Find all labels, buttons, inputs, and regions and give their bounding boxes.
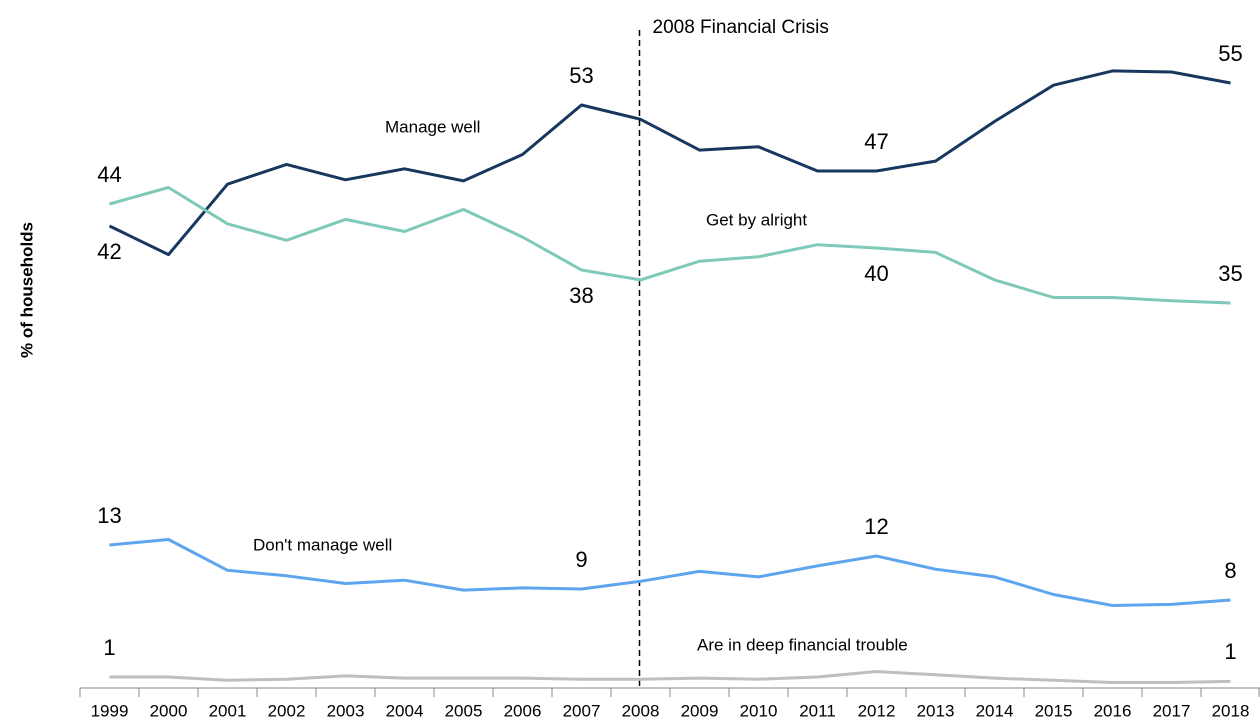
x-tick-label: 2016: [1094, 701, 1132, 720]
x-tick-label: 2017: [1153, 701, 1191, 720]
line-series: [109, 186, 1231, 305]
x-tick-label: 2002: [268, 701, 306, 720]
x-tick-label: 2012: [858, 701, 896, 720]
x-tick-label: 2018: [1212, 701, 1250, 720]
series-label: Are in deep financial trouble: [697, 635, 908, 654]
data-label: 1: [1224, 639, 1236, 664]
data-label: 12: [864, 514, 888, 539]
line-series: [108, 69, 1231, 257]
data-label: 42: [97, 239, 121, 264]
x-tick-label: 2009: [681, 701, 719, 720]
x-tick-label: 2014: [976, 701, 1014, 720]
x-tick-label: 2006: [504, 701, 542, 720]
data-label: 47: [864, 129, 888, 154]
data-label: 8: [1224, 558, 1236, 583]
data-label: 1: [103, 635, 115, 660]
x-tick-label: 2013: [917, 701, 955, 720]
x-tick-label: 2001: [209, 701, 247, 720]
series-label: Manage well: [385, 117, 480, 136]
series-label: Don't manage well: [253, 535, 392, 554]
data-label: 44: [97, 162, 121, 187]
line-series: [109, 538, 1231, 607]
x-tick-label: 2000: [150, 701, 188, 720]
x-tick-label: 2007: [563, 701, 601, 720]
series-label: Get by alright: [706, 210, 807, 229]
line-series: [109, 670, 1231, 684]
annotation-label: 2008 Financial Crisis: [653, 17, 829, 38]
x-tick-label: 2005: [445, 701, 483, 720]
x-tick-label: 2015: [1035, 701, 1073, 720]
data-label: 55: [1218, 41, 1242, 66]
x-tick-label: 1999: [91, 701, 129, 720]
x-tick-label: 2011: [799, 701, 836, 720]
x-tick-label: 2008: [622, 701, 660, 720]
x-tick-label: 2004: [386, 701, 424, 720]
data-label: 40: [864, 261, 888, 286]
data-label: 9: [575, 547, 587, 572]
x-tick-label: 2010: [740, 701, 778, 720]
data-label: 38: [569, 283, 593, 308]
data-label: 53: [569, 63, 593, 88]
x-tick-label: 2003: [327, 701, 365, 720]
data-label: 13: [97, 503, 121, 528]
y-axis-label: % of households: [17, 222, 36, 358]
data-label: 35: [1218, 261, 1242, 286]
